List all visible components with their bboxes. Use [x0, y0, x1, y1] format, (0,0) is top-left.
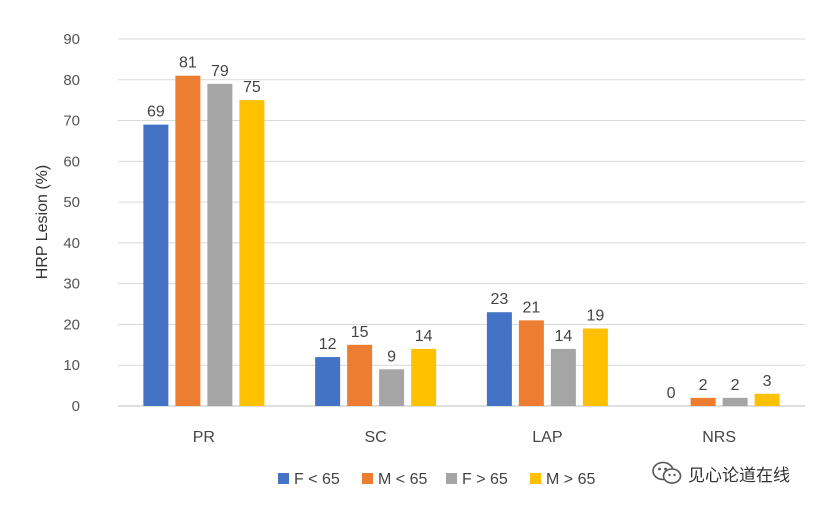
- data-label: 3: [763, 373, 772, 390]
- bar-sc-series-1: [315, 357, 341, 406]
- y-tick-label: 10: [63, 357, 80, 374]
- data-label: 79: [211, 63, 229, 80]
- data-label: 2: [731, 377, 740, 394]
- data-label: 81: [179, 55, 197, 72]
- y-tick-label: 90: [63, 31, 80, 48]
- grid-lines: [118, 38, 805, 407]
- data-label: 19: [586, 308, 604, 325]
- data-label: 21: [522, 299, 540, 316]
- data-label: 23: [490, 291, 508, 308]
- watermark: 见心论道在线: [652, 458, 790, 488]
- legend-label: M < 65: [378, 471, 427, 488]
- x-axis-categories: PR SC LAP NRS: [193, 429, 736, 446]
- bar-lap-series-1: [486, 312, 512, 406]
- y-tick-label: 40: [63, 235, 80, 252]
- y-tick-label: 30: [63, 276, 80, 293]
- data-label: 0: [667, 385, 676, 402]
- category-label: LAP: [532, 429, 562, 446]
- bar-pr-series-4: [239, 100, 265, 407]
- bar-sc-series-3: [379, 369, 405, 406]
- bar-lap-series-3: [550, 348, 576, 406]
- bar-pr-series-1: [143, 124, 169, 406]
- data-label: 75: [243, 79, 261, 96]
- y-axis-ticks: 0 10 20 30 40 50 60 70 80 90: [63, 31, 80, 415]
- data-label: 2: [699, 377, 708, 394]
- data-label: 12: [319, 336, 337, 353]
- y-tick-label: 50: [63, 194, 80, 211]
- legend-label: M > 65: [546, 471, 595, 488]
- y-axis-title: HRP Lesion (%): [34, 165, 51, 279]
- legend-swatch: [530, 473, 541, 484]
- legend-swatch: [278, 473, 289, 484]
- bar-sc-series-4: [411, 348, 437, 406]
- bar-nrs-series-2: [690, 397, 716, 406]
- watermark-text: 见心论道在线: [688, 465, 790, 486]
- y-tick-label: 70: [63, 113, 80, 130]
- wechat-icon: [652, 461, 682, 484]
- data-label: 14: [554, 328, 572, 345]
- bar-sc-series-2: [347, 344, 373, 406]
- category-label: PR: [193, 429, 215, 446]
- bar-lap-series-2: [518, 320, 544, 406]
- data-label: 9: [387, 348, 396, 365]
- y-tick-label: 0: [72, 398, 80, 415]
- legend-label: F < 65: [294, 471, 340, 488]
- bar-pr-series-3: [207, 83, 233, 406]
- y-tick-label: 80: [63, 72, 80, 89]
- category-label: NRS: [702, 429, 736, 446]
- bar-lap-series-4: [582, 328, 608, 406]
- legend: F < 65 M < 65 F > 65 M > 65: [278, 471, 595, 488]
- data-label: 15: [351, 324, 369, 341]
- legend-swatch: [446, 473, 457, 484]
- category-label: SC: [365, 429, 387, 446]
- y-tick-label: 60: [63, 153, 80, 170]
- legend-swatch: [362, 473, 373, 484]
- data-label: 69: [147, 104, 165, 121]
- bar-nrs-series-3: [722, 397, 748, 406]
- bar-nrs-series-4: [754, 393, 780, 406]
- bar-pr-series-2: [175, 75, 201, 406]
- data-label: 14: [415, 328, 433, 345]
- legend-label: F > 65: [462, 471, 508, 488]
- bars: [143, 75, 780, 407]
- y-tick-label: 20: [63, 316, 80, 333]
